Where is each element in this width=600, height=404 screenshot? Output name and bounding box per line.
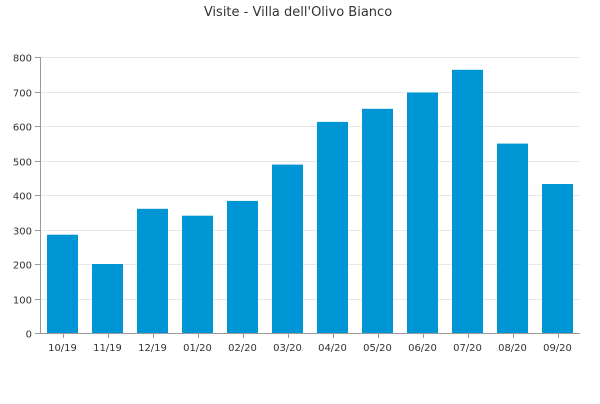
bar-05-20: [362, 108, 393, 334]
bar-01-20: [182, 215, 213, 333]
y-tick-label: 100: [13, 296, 32, 307]
chart-title: Visite - Villa dell'Olivo Bianco: [204, 5, 392, 20]
y-tick-label: 700: [13, 89, 32, 100]
bars: [47, 69, 573, 334]
bar-12-19: [137, 208, 168, 333]
bar-06-20: [407, 92, 438, 333]
x-tick-label: 08/20: [498, 343, 527, 354]
bar-03-20: [272, 164, 303, 333]
x-tick-label: 01/20: [183, 343, 212, 354]
axes: [35, 57, 580, 338]
bar-09-20: [542, 184, 573, 333]
x-tick-labels: 10/19 11/19 12/19 01/20 02/20 03/20 04/20 05/20…: [48, 343, 572, 354]
bar-11-19: [92, 264, 123, 333]
y-tick-label: 0: [26, 330, 32, 341]
x-tick-label: 07/20: [453, 343, 482, 354]
y-tick-label: 400: [13, 192, 32, 203]
x-tick-label: 06/20: [408, 343, 437, 354]
bar-04-20: [317, 121, 348, 334]
y-tick-label: 800: [13, 54, 32, 65]
y-tick-label: 600: [13, 123, 32, 134]
y-tick-label: 500: [13, 158, 32, 169]
x-tick-label: 10/19: [48, 343, 77, 354]
y-tick-label: 300: [13, 227, 32, 238]
x-tick-label: 11/19: [93, 343, 122, 354]
grid-lines: [40, 57, 580, 300]
y-tick-label: 200: [13, 261, 32, 272]
bar-07-20: [452, 69, 483, 334]
x-tick-label: 12/19: [138, 343, 167, 354]
x-tick-label: 03/20: [273, 343, 302, 354]
bar-10-19: [47, 234, 78, 333]
bar-08-20: [497, 143, 528, 333]
x-tick-label: 04/20: [318, 343, 347, 354]
x-tick-label: 02/20: [228, 343, 257, 354]
x-tick-label: 05/20: [363, 343, 392, 354]
bar-02-20: [227, 200, 258, 333]
x-tick-label: 09/20: [543, 343, 572, 354]
y-tick-labels: 0 100 200 300 400 500 600 700 800: [13, 54, 32, 341]
